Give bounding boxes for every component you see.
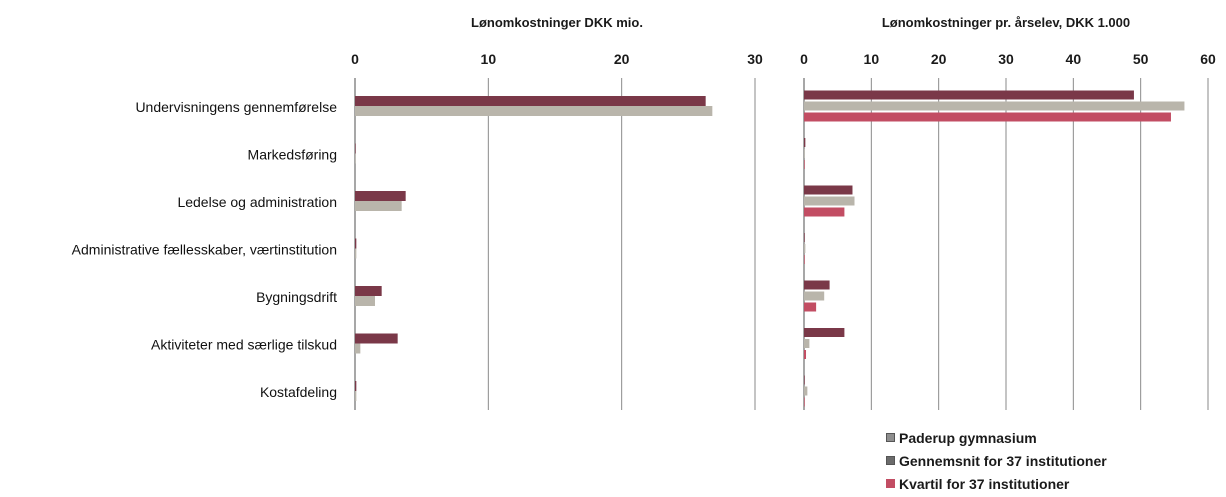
- tick-label-1-0: 0: [351, 51, 359, 67]
- tick-label-2-30: 30: [998, 51, 1014, 67]
- category-label-administrative-fællesskaber-værtinstitution: Administrative fællesskaber, værtinstitu…: [72, 242, 337, 258]
- legend-item-gennemsnit: Gennemsnit for 37 institutioner: [886, 449, 1107, 472]
- bar-1-gennemsnit-for-37-institutioner-undervisningens-gennemførelse: [355, 106, 713, 116]
- tick-label-2-10: 10: [864, 51, 880, 67]
- legend-item-kvartil: Kvartil for 37 institutioner: [886, 472, 1107, 495]
- bar-1-gennemsnit-for-37-institutioner-administrative-fællesskaber-værtinstitution: [355, 248, 357, 259]
- category-label-markedsføring: Markedsføring: [248, 147, 337, 163]
- bar-2-gennemsnit-for-37-institutioner-administrative-fællesskaber-værtinstitution: [804, 244, 806, 253]
- bar-1-gennemsnit-for-37-institutioner-kostafdeling: [355, 391, 357, 401]
- category-label-aktiviteter-med-særlige-tilskud: Aktiviteter med særlige tilskud: [151, 337, 337, 353]
- category-label-bygningsdrift: Bygningsdrift: [256, 289, 337, 305]
- tick-label-2-60: 60: [1200, 51, 1216, 67]
- legend-swatch-gennemsnit: [886, 456, 895, 465]
- bar-2-gennemsnit-for-37-institutioner-markedsføring: [804, 149, 805, 158]
- bar-2-kvartil-for-37-institutioner-ledelse-og-administration: [804, 207, 845, 217]
- category-label-kostafdeling: Kostafdeling: [260, 384, 337, 400]
- bar-2-kvartil-for-37-institutioner-bygningsdrift: [804, 302, 817, 312]
- bar-2-gennemsnit-for-37-institutioner-kostafdeling: [804, 386, 808, 396]
- bar-1-gennemsnit-for-37-institutioner-markedsføring: [355, 153, 356, 164]
- bar-1-gennemsnit-for-37-institutioner-aktiviteter-med-særlige-tilskud: [355, 343, 361, 354]
- legend-swatch-kvartil: [886, 479, 895, 488]
- tick-label-1-30: 30: [747, 51, 763, 67]
- tick-label-2-20: 20: [931, 51, 947, 67]
- bar-2-paderup-gymnasium-aktiviteter-med-særlige-tilskud: [804, 328, 845, 337]
- bar-2-paderup-gymnasium-kostafdeling: [804, 375, 805, 385]
- bar-1-paderup-gymnasium-administrative-fællesskaber-værtinstitution: [355, 238, 357, 249]
- legend: Paderup gymnasium Gennemsnit for 37 inst…: [886, 426, 1107, 495]
- bar-1-paderup-gymnasium-markedsføring: [355, 143, 356, 154]
- bar-1-paderup-gymnasium-kostafdeling: [355, 381, 357, 391]
- legend-label-kvartil: Kvartil for 37 institutioner: [899, 475, 1070, 492]
- chart-title-2: Lønomkostninger pr. årselev, DKK 1.000: [882, 15, 1130, 30]
- bar-1-paderup-gymnasium-aktiviteter-med-særlige-tilskud: [355, 333, 398, 344]
- bar-2-paderup-gymnasium-administrative-fællesskaber-værtinstitution: [804, 233, 805, 242]
- bar-2-paderup-gymnasium-undervisningens-gennemførelse: [804, 90, 1134, 100]
- legend-swatch-paderup: [886, 433, 895, 442]
- bar-2-gennemsnit-for-37-institutioner-bygningsdrift: [804, 291, 825, 301]
- bar-1-paderup-gymnasium-ledelse-og-administration: [355, 191, 406, 201]
- bar-2-paderup-gymnasium-ledelse-og-administration: [804, 185, 853, 195]
- bar-2-kvartil-for-37-institutioner-kostafdeling: [804, 397, 805, 407]
- bar-2-gennemsnit-for-37-institutioner-aktiviteter-med-særlige-tilskud: [804, 339, 810, 348]
- bar-2-kvartil-for-37-institutioner-markedsføring: [804, 160, 805, 169]
- bar-2-gennemsnit-for-37-institutioner-ledelse-og-administration: [804, 196, 855, 206]
- tick-label-2-0: 0: [800, 51, 808, 67]
- bar-2-kvartil-for-37-institutioner-undervisningens-gennemførelse: [804, 112, 1171, 122]
- bar-2-kvartil-for-37-institutioner-aktiviteter-med-særlige-tilskud: [804, 350, 807, 359]
- bar-1-gennemsnit-for-37-institutioner-bygningsdrift: [355, 296, 375, 306]
- bar-1-gennemsnit-for-37-institutioner-ledelse-og-administration: [355, 201, 402, 211]
- bar-1-paderup-gymnasium-bygningsdrift: [355, 286, 382, 296]
- bar-2-gennemsnit-for-37-institutioner-undervisningens-gennemførelse: [804, 101, 1185, 111]
- bar-2-kvartil-for-37-institutioner-administrative-fællesskaber-værtinstitution: [804, 255, 805, 264]
- tick-label-1-20: 20: [614, 51, 630, 67]
- legend-label-paderup: Paderup gymnasium: [899, 429, 1037, 446]
- bar-2-paderup-gymnasium-markedsføring: [804, 138, 806, 147]
- bar-1-paderup-gymnasium-undervisningens-gennemførelse: [355, 96, 706, 106]
- bar-2-paderup-gymnasium-bygningsdrift: [804, 280, 830, 290]
- tick-label-2-40: 40: [1066, 51, 1082, 67]
- category-label-ledelse-og-administration: Ledelse og administration: [177, 194, 337, 210]
- legend-label-gennemsnit: Gennemsnit for 37 institutioner: [899, 452, 1107, 469]
- tick-label-1-10: 10: [481, 51, 497, 67]
- legend-item-paderup: Paderup gymnasium: [886, 426, 1107, 449]
- tick-label-2-50: 50: [1133, 51, 1149, 67]
- category-label-undervisningens-gennemførelse: Undervisningens gennemførelse: [135, 99, 337, 115]
- chart-title-1: Lønomkostninger DKK mio.: [471, 15, 643, 30]
